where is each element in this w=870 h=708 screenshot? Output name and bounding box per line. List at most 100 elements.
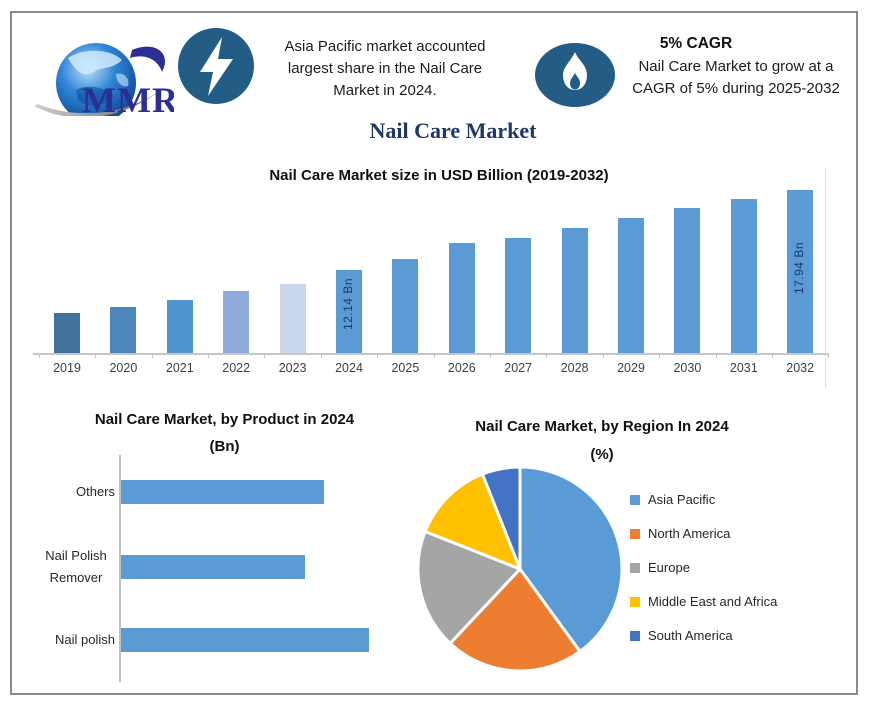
axis-tick — [151, 354, 153, 358]
legend-label: Europe — [648, 560, 690, 575]
legend-item-south-america: South America — [630, 627, 858, 645]
legend-item-europe: Europe — [630, 559, 858, 577]
pie-slice-south-america — [480, 465, 522, 571]
axis-label-2020: 2020 — [109, 361, 138, 375]
axis-label-2027: 2027 — [504, 361, 533, 375]
market-size-chart: 2019 2020 2021 2022 2023 2024 12.14 Bn 2025 2026… — [12, 168, 856, 391]
product-chart-subtitle: (Bn) — [209, 438, 240, 455]
region-pie-chart — [416, 465, 624, 673]
legend-swatch — [630, 631, 640, 641]
axis-tick — [546, 354, 548, 358]
data-label-2032: 17.94 Bn — [792, 241, 807, 294]
bar-2023 — [279, 283, 306, 353]
pie-slice-middle-east-and-africa — [423, 472, 522, 571]
axis-tick — [490, 354, 491, 358]
region-chart-panel: Nail Care Market, by Region In 2024 (%) … — [412, 405, 858, 700]
legend-swatch — [630, 529, 640, 539]
bar-nail-polish-remover — [121, 555, 305, 579]
cagr-headline: 5% CAGR — [659, 35, 733, 52]
bar-2030 — [674, 208, 701, 353]
category-label-nail-polish: Nail polish — [55, 632, 115, 647]
market-size-chart-title: Nail Care Market size in USD Billion (20… — [269, 167, 609, 184]
region-chart-subtitle: (%) — [590, 446, 614, 463]
axis-tick — [602, 354, 604, 358]
bar-2025 — [392, 258, 419, 353]
bar-2031 — [730, 198, 757, 353]
legend-label: North America — [648, 526, 731, 541]
bar-2024 — [336, 270, 362, 353]
legend-swatch — [630, 597, 640, 607]
region-chart-title: Nail Care Market, by Region In 2024 — [475, 418, 729, 435]
cagr-line: CAGR of 5% during 2025-2032 — [632, 80, 840, 97]
category-label-others: Others — [75, 484, 115, 499]
legend-swatch — [630, 495, 640, 505]
lightning-icon — [178, 28, 254, 104]
axis-label-2021: 2021 — [165, 361, 194, 375]
page-title: Nail Care Market — [369, 118, 537, 143]
cagr-line: Nail Care Market to grow at a — [638, 58, 834, 75]
callout-line: largest share in the Nail Care — [287, 60, 483, 77]
bar-2032 — [787, 189, 814, 353]
legend-item-middle-east-and-africa: Middle East and Africa — [630, 593, 858, 611]
axis-label-2029: 2029 — [617, 361, 645, 375]
product-chart: Others Nail Polish Remover Nail polish — [12, 405, 437, 700]
product-chart-panel: Nail Care Market, by Product in 2024 (Bn… — [12, 405, 437, 700]
axis-label-2024: 2024 — [335, 361, 363, 375]
flame-icon — [535, 43, 615, 107]
callout-asia-pacific: Asia Pacific market accounted largest sh… — [262, 36, 508, 102]
axis-tick — [208, 354, 209, 358]
legend-item-asia-pacific: Asia Pacific — [630, 491, 858, 509]
axis-label-2019: 2019 — [53, 361, 81, 375]
legend-label: South America — [648, 628, 733, 643]
axis-tick — [264, 354, 266, 358]
axis-tick — [715, 354, 717, 358]
axis-tick — [377, 354, 379, 358]
bar-2027 — [505, 237, 532, 353]
axis-tick — [433, 354, 435, 358]
mmr-globe-logo: MMR — [34, 43, 174, 116]
legend-swatch — [630, 563, 640, 573]
pie-slice-asia-pacific — [518, 465, 624, 654]
pie-slice-north-america — [448, 567, 582, 673]
legend-item-north-america: North America — [630, 525, 858, 543]
bar-2028 — [561, 227, 588, 353]
axis-label-2022: 2022 — [222, 361, 251, 375]
y-axis — [119, 455, 121, 682]
axis-label-2023: 2023 — [278, 361, 307, 375]
bar-2022 — [223, 290, 250, 353]
axis-tick — [772, 354, 773, 358]
axis-tick — [659, 354, 661, 358]
axis-label-2031: 2031 — [729, 361, 758, 375]
legend-label: Middle East and Africa — [648, 594, 778, 609]
plot-right-border — [825, 168, 826, 388]
callout-line: Market in 2024. — [333, 82, 437, 99]
logo-text: MMR — [82, 80, 174, 116]
axis-label-2030: 2030 — [673, 361, 702, 375]
logo-navy-swirl — [130, 46, 166, 72]
cagr-callout: 5% CAGR Nail Care Market to grow at a CA… — [612, 35, 860, 100]
axis-tick — [95, 354, 97, 358]
axis-label-2032: 2032 — [786, 361, 815, 375]
bar-2026 — [448, 243, 475, 353]
bar-2029 — [618, 218, 644, 353]
product-chart-title: Nail Care Market, by Product in 2024 — [94, 411, 355, 428]
axis-label-2025: 2025 — [391, 361, 420, 375]
bar-others — [121, 480, 325, 504]
callout-line: Asia Pacific market accounted — [284, 38, 486, 55]
axis-label-2026: 2026 — [447, 361, 476, 375]
axis-tick — [320, 354, 322, 358]
bar-nail-polish — [121, 628, 369, 652]
bar-2021 — [166, 300, 193, 353]
axis-label-2028: 2028 — [560, 361, 589, 375]
data-label-2024: 12.14 Bn — [341, 278, 355, 331]
axis-tick — [38, 354, 40, 358]
legend-label: Asia Pacific — [648, 492, 716, 507]
region-legend: Asia Pacific North America Europe Middle Ea… — [630, 405, 858, 700]
axis-tick — [828, 354, 830, 358]
globe-icon — [56, 43, 136, 116]
bar-2019 — [54, 312, 80, 353]
category-label-nail-polish-remover: Nail Polish Remover — [45, 548, 107, 585]
x-axis — [33, 353, 829, 355]
bar-2020 — [110, 307, 137, 353]
